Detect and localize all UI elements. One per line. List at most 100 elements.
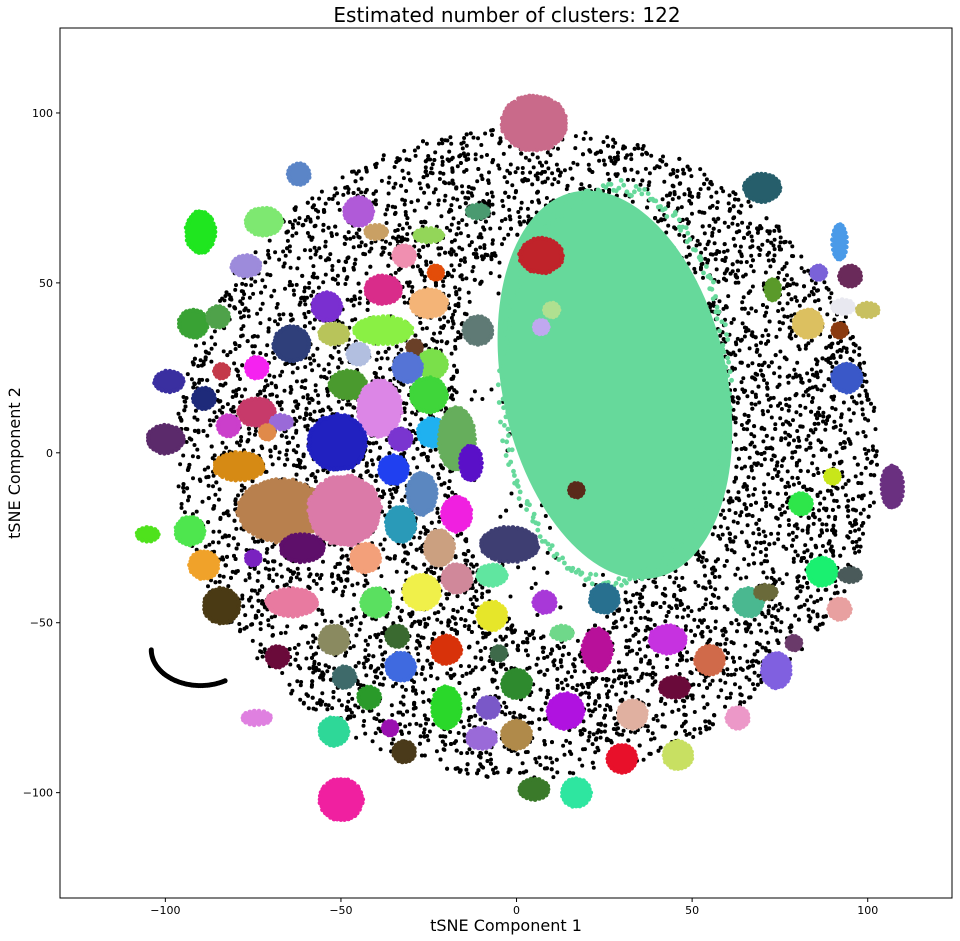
noise-point xyxy=(782,264,787,269)
noise-point xyxy=(467,243,472,248)
noise-point xyxy=(247,295,252,300)
noise-point xyxy=(745,487,749,492)
noise-point xyxy=(682,234,687,238)
noise-point xyxy=(710,678,715,683)
noise-point xyxy=(769,625,774,630)
noise-point xyxy=(405,232,410,237)
noise-point xyxy=(644,672,649,677)
noise-point xyxy=(433,150,438,155)
noise-point xyxy=(658,158,663,162)
noise-point xyxy=(422,727,427,732)
noise-point xyxy=(710,532,715,537)
noise-point xyxy=(277,450,282,455)
noise-point xyxy=(197,380,201,385)
noise-point xyxy=(701,275,705,280)
noise-point xyxy=(634,591,639,596)
noise-point xyxy=(777,244,782,249)
noise-point xyxy=(267,238,272,243)
noise-point xyxy=(728,695,733,700)
noise-point xyxy=(787,523,791,527)
noise-point xyxy=(574,688,579,692)
noise-point xyxy=(453,628,458,633)
noise-point xyxy=(717,229,722,233)
noise-point xyxy=(294,575,299,580)
noise-point xyxy=(696,624,701,629)
noise-point xyxy=(587,734,592,739)
noise-point xyxy=(423,677,428,682)
noise-point xyxy=(311,353,316,358)
noise-point xyxy=(362,665,367,670)
noise-point xyxy=(776,470,781,474)
noise-point xyxy=(811,521,816,526)
noise-point xyxy=(426,184,431,189)
noise-point xyxy=(428,260,433,265)
noise-point xyxy=(802,602,807,607)
noise-point xyxy=(455,609,460,614)
noise-point xyxy=(198,479,203,483)
noise-point xyxy=(439,566,444,571)
noise-point xyxy=(535,656,540,661)
noise-point xyxy=(806,433,811,438)
noise-point xyxy=(614,625,619,630)
noise-point xyxy=(342,266,346,271)
noise-point xyxy=(295,366,300,371)
noise-point xyxy=(573,669,577,674)
noise-point xyxy=(447,306,452,311)
noise-point xyxy=(467,723,472,728)
noise-point xyxy=(702,678,707,683)
noise-point xyxy=(774,334,779,339)
noise-point xyxy=(643,615,648,620)
noise-point xyxy=(476,136,480,141)
noise-point xyxy=(764,575,769,580)
noise-point xyxy=(179,502,184,506)
noise-point xyxy=(483,646,488,650)
noise-point xyxy=(388,241,393,246)
noise-point xyxy=(422,617,427,622)
noise-point xyxy=(247,431,252,436)
noise-point xyxy=(870,444,875,449)
noise-point xyxy=(752,670,757,675)
noise-point xyxy=(472,687,477,692)
noise-point xyxy=(323,702,328,707)
noise-point xyxy=(791,418,795,423)
noise-point xyxy=(825,488,830,493)
noise-point xyxy=(467,299,472,304)
noise-point xyxy=(239,315,244,320)
noise-point xyxy=(582,583,587,588)
noise-point xyxy=(682,699,687,704)
noise-point xyxy=(681,167,685,172)
noise-point xyxy=(423,165,428,170)
noise-point xyxy=(805,530,810,535)
noise-point xyxy=(207,418,212,423)
noise-point xyxy=(492,771,497,776)
noise-point xyxy=(829,342,834,347)
noise-point xyxy=(468,131,473,136)
noise-point xyxy=(748,204,753,209)
noise-point xyxy=(841,400,846,405)
noise-point xyxy=(752,617,757,622)
noise-point xyxy=(479,154,484,159)
noise-point xyxy=(665,657,670,662)
noise-point xyxy=(797,458,802,463)
noise-point xyxy=(752,487,757,492)
noise-point xyxy=(343,584,347,589)
noise-point xyxy=(652,166,657,171)
noise-point xyxy=(691,682,696,687)
noise-point xyxy=(242,292,247,297)
noise-point xyxy=(390,495,395,500)
noise-point xyxy=(765,305,769,310)
noise-point xyxy=(743,464,747,469)
noise-point xyxy=(432,611,437,616)
noise-point xyxy=(777,365,782,370)
noise-point xyxy=(296,571,301,576)
noise-point xyxy=(639,657,644,662)
noise-point xyxy=(564,187,569,192)
noise-point xyxy=(763,328,768,333)
noise-point xyxy=(345,402,350,407)
noise-point xyxy=(376,712,381,717)
noise-point xyxy=(816,421,821,426)
noise-point xyxy=(469,397,474,402)
noise-point xyxy=(190,454,195,459)
noise-point xyxy=(825,312,830,317)
noise-point xyxy=(530,199,534,204)
